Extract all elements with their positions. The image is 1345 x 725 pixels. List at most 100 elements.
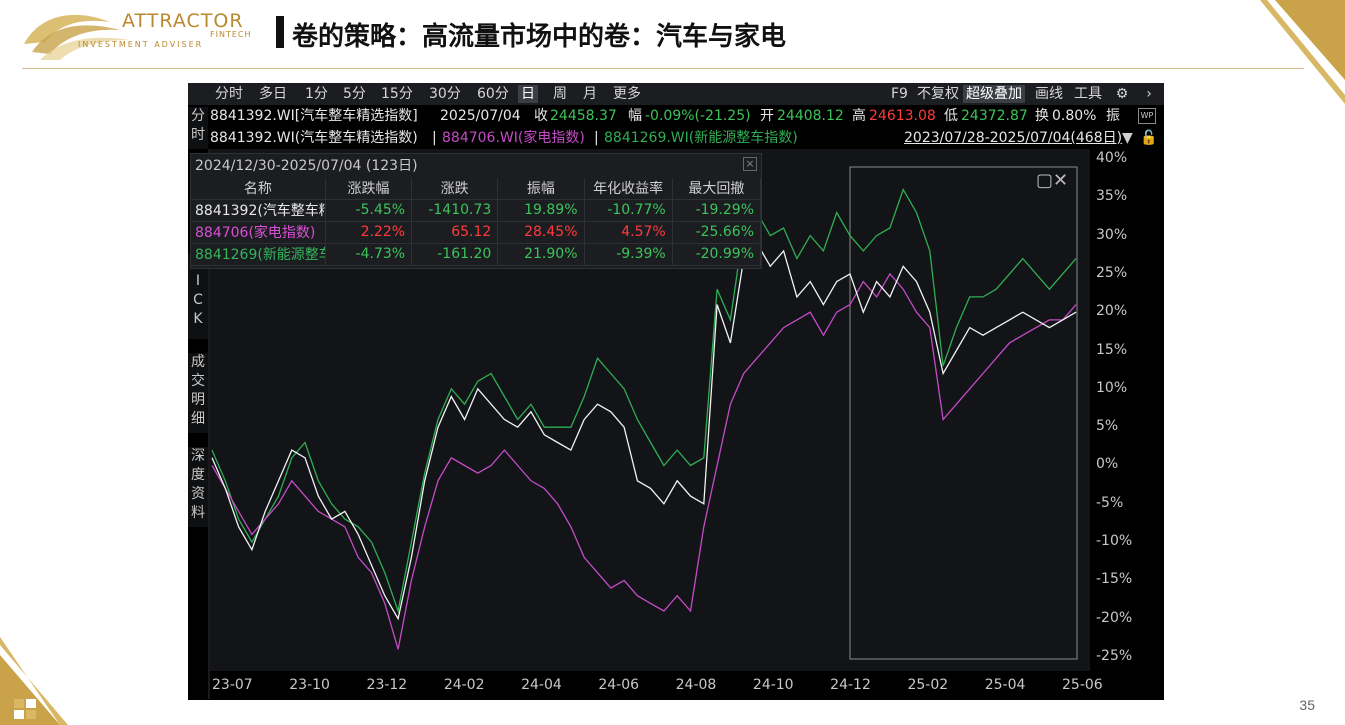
tools-button[interactable]: 工具 <box>1074 86 1102 102</box>
slide-title: 卷的策略：高流量市场中的卷：汽车与家电 <box>292 22 787 52</box>
quote-bar: 8841392.WI[汽车整车精选指数] 2025/07/04 收 24458.… <box>188 105 1164 127</box>
period-tab[interactable]: 月 <box>583 86 597 102</box>
f9-button[interactable]: F9 <box>891 86 908 102</box>
low-label: 低 <box>944 108 958 124</box>
col-header: 年化收益率 <box>584 178 673 200</box>
gear-icon[interactable]: ⚙ <box>1115 86 1129 102</box>
period-tab[interactable]: 60分 <box>477 86 509 102</box>
y-tick-label: 40% <box>1096 150 1128 166</box>
x-tick-label: 23-12 <box>366 677 408 693</box>
chevron-right-icon[interactable]: › <box>1146 86 1152 102</box>
trading-terminal: 分时 多日 1分 5分 15分 30分 60分 日 周 月 更多 F9 不复权 … <box>188 83 1164 700</box>
x-tick-label: 25-02 <box>907 677 949 693</box>
series-line[interactable] <box>211 272 1077 650</box>
period-tab[interactable]: 5分 <box>343 86 366 102</box>
high-value: 24613.08 <box>869 108 936 124</box>
period-tab[interactable]: 多日 <box>259 86 287 102</box>
stats-pct-cell: -4.73% <box>325 243 413 266</box>
col-header: 涨跌幅 <box>325 178 413 200</box>
tab-trade-detail[interactable]: 成 交 明 细 <box>188 353 208 433</box>
stats-drawdown-cell: -19.29% <box>672 199 762 222</box>
stats-annual-cell: -9.39% <box>584 243 673 266</box>
x-tick-label: 23-07 <box>212 677 253 693</box>
panel-divider <box>208 149 210 699</box>
tab-intraday[interactable]: 分 时 <box>188 107 208 149</box>
y-tick-label: -15% <box>1096 571 1133 588</box>
stats-name-cell: 884706(家电指数) <box>191 221 326 244</box>
x-tick-label: 25-04 <box>984 677 1026 693</box>
y-tick-label: 15% <box>1096 341 1128 358</box>
period-tab[interactable]: 分时 <box>215 86 243 102</box>
stats-row[interactable]: 8841269(新能源整车指数)-4.73%-161.2021.90%-9.39… <box>191 243 762 266</box>
close-label: 收 <box>534 108 548 124</box>
adjust-button[interactable]: 不复权 <box>917 86 959 102</box>
turnover-label: 换 <box>1035 108 1049 124</box>
date-range-selector[interactable]: 2023/07/28-2025/07/04(468日) <box>904 130 1123 146</box>
logo-fintech: FINTECH <box>210 30 252 39</box>
wing-logo-icon <box>24 14 130 60</box>
draw-button[interactable]: 画线 <box>1035 86 1063 102</box>
x-tick-label: 24-12 <box>830 677 871 693</box>
wp-icon[interactable]: WP <box>1138 108 1156 124</box>
y-tick-label: -20% <box>1096 609 1133 626</box>
stats-amplitude-cell: 19.89% <box>497 199 585 222</box>
close-value: 24458.37 <box>550 108 617 124</box>
stats-change-cell: -161.20 <box>411 243 499 266</box>
high-label: 高 <box>852 108 866 124</box>
stats-row[interactable]: 884706(家电指数) 2.22% 65.12 28.45% 4.57% -25.66% <box>191 221 762 244</box>
stats-table: 名称 涨跌幅 涨跌 振幅 年化收益率 最大回撤 8841392(汽车整车精选指数… <box>191 178 762 266</box>
stats-drawdown-cell: -25.66% <box>672 221 762 244</box>
col-header: 涨跌 <box>411 178 499 200</box>
x-axis: 23-07 23-10 23-12 24-02 24-04 24-06 24-08 24-10… <box>210 671 1164 700</box>
tab-deep-data[interactable]: 深 度 资 料 <box>188 447 208 527</box>
dropdown-triangle-icon[interactable]: ▼ <box>1122 130 1133 146</box>
amplitude-label: 振 <box>1106 108 1120 124</box>
period-toolbar: 分时 多日 1分 5分 15分 30分 60分 日 周 月 更多 F9 不复权 … <box>188 83 1164 105</box>
y-tick-label: 30% <box>1096 226 1128 243</box>
maximize-close-icon[interactable]: ▢✕ <box>1036 170 1068 191</box>
overlay-legend: 8841392.WI(汽车整车精选指数) | 884706.WI(家电指数) |… <box>188 127 1164 149</box>
stats-name-cell: 8841269(新能源整车指数) <box>191 243 326 266</box>
open-value: 24408.12 <box>777 108 844 124</box>
stats-row[interactable]: 8841392(汽车整车精选指数)-5.45%-1410.7319.89%-10… <box>191 199 762 222</box>
y-axis: 40% 35% 30% 25% 20% 15% 10% 5% 0% -5% -10% -15% -20%… <box>1090 149 1164 681</box>
period-tab[interactable]: 周 <box>553 86 567 102</box>
selection-range-box[interactable] <box>849 166 1078 660</box>
series-line[interactable] <box>211 242 1077 621</box>
header-divider <box>22 68 1304 69</box>
legend-series-3[interactable]: 8841269.WI(新能源整车指数) <box>604 130 798 146</box>
page-number: 35 <box>1299 697 1315 713</box>
more-menu[interactable]: 更多 <box>613 86 641 102</box>
series-line[interactable] <box>211 188 1077 614</box>
corner-decoration-top-right <box>1260 0 1345 104</box>
stats-amplitude-cell: 28.45% <box>497 221 585 244</box>
change-label: 幅 <box>628 108 642 124</box>
lock-icon[interactable]: 🔓 <box>1140 130 1158 146</box>
period-tab-active[interactable]: 日 <box>518 85 538 103</box>
company-logo <box>20 4 270 62</box>
open-label: 开 <box>760 108 774 124</box>
overlay-button[interactable]: 超级叠加 <box>963 85 1025 103</box>
y-tick-label: 5% <box>1096 418 1119 435</box>
period-tab[interactable]: 30分 <box>429 86 461 102</box>
x-tick-label: 23-10 <box>289 677 330 693</box>
quote-date: 2025/07/04 <box>440 108 521 124</box>
y-tick-label: -5% <box>1096 494 1124 511</box>
turnover-value: 0.80% <box>1052 108 1097 124</box>
legend-series-1[interactable]: 8841392.WI(汽车整车精选指数) <box>210 130 418 146</box>
x-tick-label: 24-04 <box>521 677 562 693</box>
logo-subtitle: INVESTMENT ADVISER <box>78 40 204 49</box>
low-value: 24372.87 <box>961 108 1028 124</box>
stats-annual-cell: 4.57% <box>584 221 673 244</box>
close-icon[interactable]: × <box>743 157 757 171</box>
period-tab[interactable]: 1分 <box>305 86 328 102</box>
interval-stats-panel: 2024/12/30-2025/07/04 (123日) × 名称 涨跌幅 涨跌… <box>190 153 762 269</box>
stats-change-cell: 65.12 <box>411 221 499 244</box>
line-chart[interactable]: ▢✕ <box>210 149 1090 681</box>
y-tick-label: 10% <box>1096 379 1128 396</box>
x-tick-label: 24-10 <box>752 677 794 693</box>
change-value: -0.09%(-21.25) <box>645 108 751 124</box>
period-tab[interactable]: 15分 <box>381 86 413 102</box>
legend-series-2[interactable]: 884706.WI(家电指数) <box>442 130 585 146</box>
y-tick-label: 35% <box>1096 188 1128 205</box>
